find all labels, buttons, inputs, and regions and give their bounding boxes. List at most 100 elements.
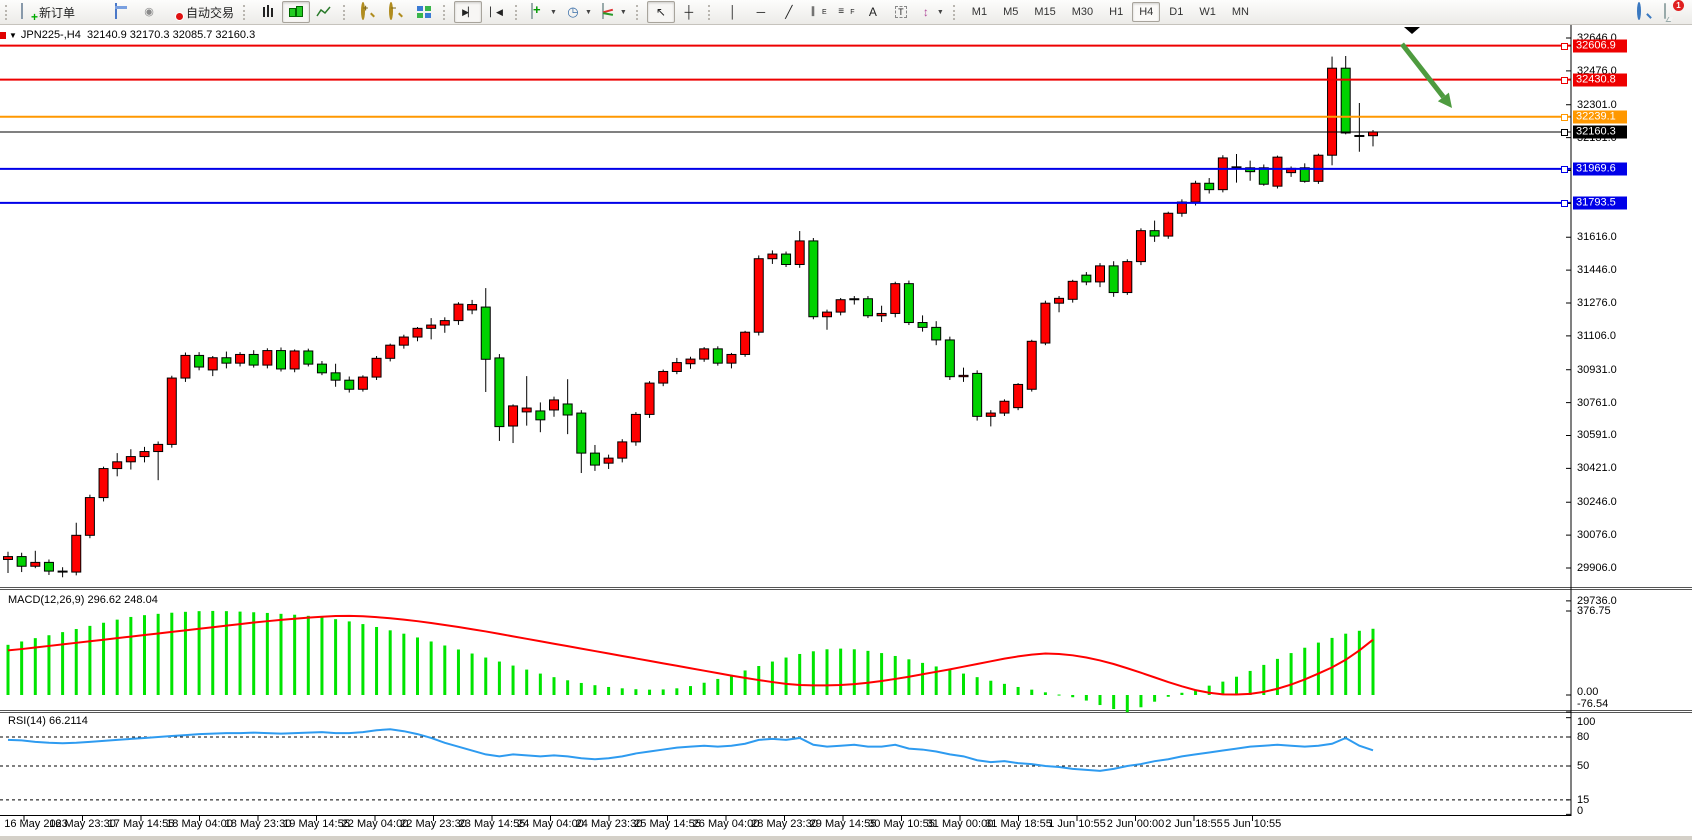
price-axis-label: 30421.0 <box>1577 462 1617 475</box>
macd-bar <box>648 689 652 695</box>
price-line-anchor[interactable] <box>1561 199 1568 207</box>
horizontal-line-button[interactable]: ─ <box>747 1 775 23</box>
signal-button[interactable]: ◉ <box>135 1 163 23</box>
macd-indicator-label: MACD(12,26,9) 296.62 248.04 <box>8 594 158 606</box>
chart-area[interactable]: ▼ JPN225-,H4 32140.9 32170.3 32085.7 3216… <box>0 24 1692 836</box>
timeframe-M30[interactable]: M30 <box>1071 6 1094 18</box>
periods-button[interactable]: ◷ ▼ <box>561 1 596 23</box>
toolbar-grip[interactable] <box>443 4 450 20</box>
sound-button[interactable] <box>79 1 107 23</box>
macd-bar <box>1303 647 1307 695</box>
new-chart-button[interactable] <box>107 1 135 23</box>
toolbar-grip[interactable] <box>952 4 960 20</box>
zoom-out-icon: − <box>388 2 404 20</box>
toolbar-grip[interactable] <box>515 4 522 20</box>
macd-bar <box>839 648 843 695</box>
price-line-anchor[interactable] <box>1561 165 1568 173</box>
timeframe-M5[interactable]: M5 <box>1003 6 1019 18</box>
candlestick-chart-button[interactable] <box>282 1 311 23</box>
zoom-in-button[interactable]: + <box>354 1 382 23</box>
candle-body <box>794 240 805 266</box>
channel-label: E <box>822 8 827 16</box>
macd-bar <box>388 630 392 695</box>
toolbar-grip[interactable] <box>635 4 643 20</box>
vertical-line-button[interactable]: │ <box>719 1 747 23</box>
chart-shift-button[interactable]: ▏◀ <box>482 1 510 23</box>
macd-bar <box>197 611 201 695</box>
macd-bar <box>948 670 952 695</box>
rsi-axis-label: 0 <box>1577 805 1584 817</box>
chevron-down-icon[interactable]: ▼ <box>9 31 17 40</box>
templates-icon <box>600 3 616 20</box>
candle-body <box>644 382 655 415</box>
line-chart-button[interactable] <box>310 1 338 23</box>
cursor-button[interactable]: ↖ <box>646 1 675 23</box>
candle-body <box>822 311 832 318</box>
price-line-anchor[interactable] <box>1561 76 1568 84</box>
candle-body <box>207 357 218 371</box>
toolbar-grip[interactable] <box>707 4 715 20</box>
chevron-down-icon: ▼ <box>584 8 592 16</box>
candle-body <box>740 331 751 355</box>
price-line-anchor[interactable] <box>1561 42 1568 50</box>
macd-bar <box>88 625 92 695</box>
macd-bar <box>1371 628 1375 695</box>
text-label-button[interactable]: T <box>887 1 915 23</box>
timeframe-M1[interactable]: M1 <box>971 6 988 18</box>
notification-badge: 1 <box>1673 0 1684 11</box>
search-button[interactable] <box>1630 1 1658 23</box>
macd-bar <box>265 612 269 695</box>
new-order-button[interactable]: 新订单 <box>16 1 79 23</box>
timeframe-D1[interactable]: D1 <box>1169 6 1184 18</box>
toolbar-grip[interactable] <box>243 4 250 20</box>
notifications-button[interactable]: 1 <box>1658 0 1686 23</box>
candle-body <box>194 354 205 368</box>
price-line-badge: 31793.5 <box>1573 196 1627 210</box>
zoom-out-button[interactable]: − <box>382 1 410 23</box>
macd-bar <box>825 649 829 695</box>
fibonacci-button[interactable]: ≡ F <box>831 1 859 23</box>
horizontal-line-icon: ─ <box>756 5 766 19</box>
arrows-tool-button[interactable]: ↕ ▼ <box>915 1 948 23</box>
templates-button[interactable]: ▼ <box>596 1 631 23</box>
timeframe-MN[interactable]: MN <box>1231 6 1249 18</box>
toolbar-grip[interactable] <box>5 4 12 20</box>
chart-canvas <box>0 24 1692 821</box>
macd-bar <box>620 688 624 695</box>
channel-button[interactable]: ∥ E <box>803 1 831 23</box>
timeframe-H4[interactable]: H4 <box>1132 2 1161 22</box>
text-tool-button[interactable]: A <box>859 1 887 23</box>
macd-bar <box>1016 686 1020 695</box>
price-line-anchor[interactable] <box>1561 128 1568 136</box>
candle-body <box>535 410 546 421</box>
auto-scroll-button[interactable]: ▶▏ <box>454 1 483 23</box>
timeframe-M15[interactable]: M15 <box>1034 6 1056 18</box>
indicators-button[interactable]: ▼ <box>526 1 561 23</box>
tile-windows-button[interactable] <box>410 1 438 23</box>
auto-trading-button[interactable]: 自动交易 <box>163 1 238 23</box>
price-line-anchor[interactable] <box>1561 113 1568 121</box>
timeframe-H1[interactable]: H1 <box>1109 6 1124 18</box>
toolbar-grip[interactable] <box>343 4 350 20</box>
cursor-icon: ↖ <box>655 5 666 19</box>
trend-arrow-head[interactable] <box>1437 92 1452 108</box>
time-axis-label: 5 Jun 10:55 <box>1223 818 1282 830</box>
candle-body <box>289 350 300 370</box>
candle-body <box>344 379 355 390</box>
macd-bar <box>634 689 638 695</box>
candle-body <box>30 561 41 567</box>
time-marker-icon[interactable] <box>1404 27 1420 34</box>
macd-bar <box>852 649 856 695</box>
time-axis-label: 1 Jun 10:55 <box>1048 818 1106 830</box>
timeframe-group: M1 M5 M15 M30 H1 H4 D1 W1 MN <box>964 2 1257 22</box>
trend-arrow[interactable] <box>1400 42 1446 99</box>
candle-body <box>480 306 491 360</box>
bar-chart-button[interactable] <box>254 1 282 23</box>
rsi-indicator-label: RSI(14) 66.2114 <box>8 715 88 727</box>
timeframe-W1[interactable]: W1 <box>1199 6 1216 18</box>
candle-body <box>1217 157 1228 191</box>
macd-bar <box>511 665 515 695</box>
candle-body <box>849 298 860 301</box>
crosshair-button[interactable]: ┼ <box>675 1 703 23</box>
trendline-button[interactable]: ╱ <box>775 1 803 23</box>
